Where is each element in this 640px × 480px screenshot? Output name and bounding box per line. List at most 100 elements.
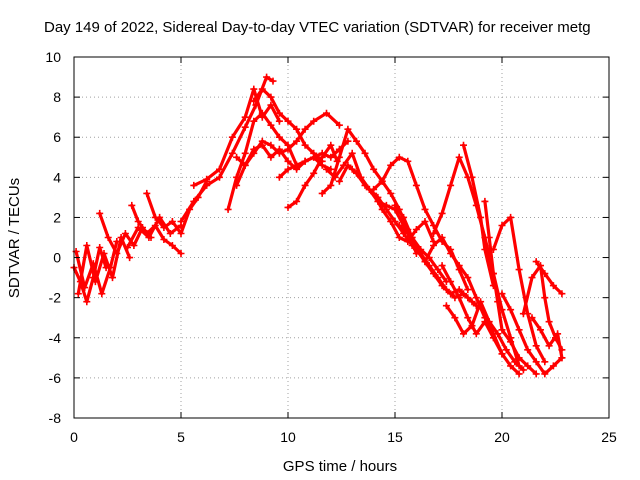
series-s15 (284, 141, 341, 211)
plus-marker (442, 302, 450, 310)
plus-marker (228, 149, 236, 157)
plus-marker (241, 113, 249, 121)
plus-marker (145, 234, 153, 241)
plus-marker (143, 230, 151, 237)
plus-marker (344, 161, 352, 169)
plus-marker (353, 137, 360, 145)
plus-marker (284, 145, 292, 153)
plus-marker (541, 294, 549, 302)
plus-marker (258, 85, 266, 93)
plus-marker (412, 226, 420, 233)
plus-marker (472, 330, 480, 338)
plus-marker (293, 197, 301, 205)
plus-marker (532, 258, 540, 266)
plus-marker (519, 310, 527, 318)
plus-marker (310, 117, 318, 125)
plus-marker (485, 318, 493, 326)
plot-frame (73, 56, 610, 419)
plus-marker (275, 133, 283, 141)
plus-marker (421, 258, 429, 266)
series-s33 (528, 314, 566, 362)
series-trail (397, 223, 478, 308)
plus-marker (382, 201, 390, 209)
plus-marker (528, 314, 536, 322)
plus-marker (250, 149, 258, 157)
plus-marker (434, 266, 442, 274)
plus-marker (545, 342, 553, 350)
plus-marker (464, 314, 472, 322)
plus-marker (507, 362, 515, 370)
plus-marker (83, 298, 91, 306)
plus-marker (124, 244, 131, 251)
series-trail (500, 292, 564, 376)
plus-marker (481, 197, 489, 205)
y-tick-label: 10 (45, 49, 61, 65)
plus-marker (104, 234, 112, 241)
plus-marker (275, 173, 283, 181)
plus-marker (455, 153, 463, 161)
plus-marker (224, 205, 232, 213)
plus-marker (477, 298, 485, 306)
x-tick-label: 20 (494, 429, 510, 445)
plus-marker (549, 362, 557, 370)
series-trail (235, 143, 333, 187)
plus-marker (412, 181, 420, 189)
plus-marker (267, 153, 275, 161)
plus-marker (528, 274, 536, 282)
plus-marker (541, 270, 549, 278)
plus-marker (130, 242, 138, 249)
plus-marker (327, 153, 335, 161)
series-s29 (489, 213, 549, 366)
plus-marker (537, 326, 544, 334)
plus-marker (301, 125, 309, 133)
grid (74, 57, 609, 418)
plus-marker (357, 173, 365, 181)
plus-marker (348, 149, 356, 157)
plus-marker (263, 73, 271, 81)
plus-marker (404, 238, 412, 245)
x-tick-label: 15 (387, 429, 403, 445)
plus-marker (515, 354, 523, 362)
plus-marker (387, 161, 395, 169)
plus-marker (98, 290, 106, 298)
plus-marker (301, 181, 309, 189)
plus-marker (430, 230, 437, 237)
plus-marker (507, 306, 515, 314)
plus-marker (515, 370, 523, 378)
plus-marker (275, 109, 283, 117)
plus-marker (143, 189, 151, 197)
chart-title: Day 149 of 2022, Sidereal Day-to-day VTE… (44, 19, 591, 36)
plus-marker (404, 157, 412, 165)
plus-marker (498, 222, 506, 229)
plus-marker (335, 177, 343, 185)
plus-marker (447, 290, 455, 298)
plus-marker (121, 230, 129, 237)
plus-marker (455, 262, 463, 270)
plus-marker (100, 250, 108, 257)
plus-marker (203, 181, 211, 189)
plus-marker (468, 173, 476, 181)
plus-marker (113, 250, 121, 257)
plus-marker (489, 270, 497, 278)
plus-marker (284, 165, 292, 173)
plus-marker (109, 274, 116, 282)
plus-marker (545, 318, 553, 326)
plus-marker (447, 278, 455, 286)
series-trail (440, 264, 521, 376)
plus-marker (468, 322, 476, 330)
plus-marker (190, 181, 198, 189)
plus-marker (168, 242, 176, 249)
plus-marker (549, 282, 557, 290)
plus-marker (412, 246, 420, 253)
plus-marker (258, 137, 266, 145)
plus-marker (361, 149, 369, 157)
plus-marker (250, 117, 258, 125)
plus-marker (96, 209, 104, 217)
series-trail (235, 111, 341, 167)
plus-marker (481, 246, 489, 253)
plus-marker (404, 230, 412, 237)
plus-marker (323, 165, 330, 173)
plus-marker (541, 370, 549, 378)
plus-marker (464, 294, 472, 302)
series-trail (444, 300, 525, 372)
